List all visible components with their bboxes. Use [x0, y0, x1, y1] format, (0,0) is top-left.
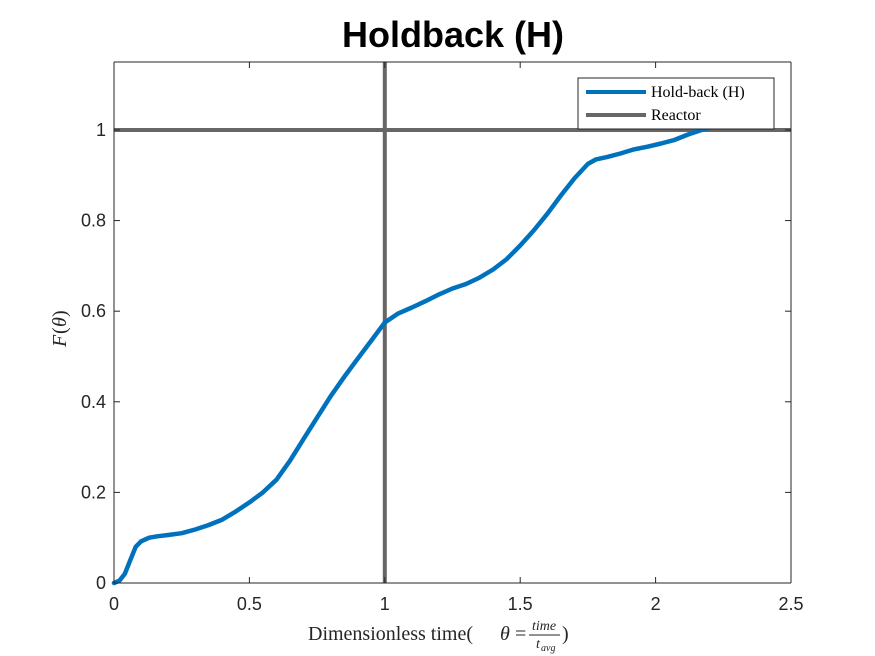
axes-frame	[113, 61, 792, 584]
legend-label-holdback: Hold-back (H)	[651, 84, 745, 101]
holdback-line	[111, 125, 713, 586]
legend: Hold-back (H) Reactor	[577, 77, 775, 130]
y-tick-label: 1	[96, 120, 106, 140]
plot-background	[114, 62, 791, 583]
y-axis-ticks: 0 0.2 0.4 0.6 0.8 1	[81, 120, 791, 593]
x-axis-label-prefix: Dimensionless time(	[308, 623, 473, 645]
x-axis-ticks: 0 0.5 1 1.5 2 2.5	[109, 62, 804, 614]
y-axis-label-func: F	[49, 334, 71, 348]
chart-title: Holdback (H)	[342, 14, 564, 55]
x-tick-label: 0	[109, 594, 119, 614]
y-tick-label: 0.4	[81, 392, 106, 412]
x-tick-label: 2.5	[778, 594, 803, 614]
x-axis-label-denominator: t	[536, 637, 541, 652]
y-tick-label: 0.2	[81, 482, 106, 502]
x-tick-label: 1	[380, 594, 390, 614]
x-tick-label: 2	[651, 594, 661, 614]
x-axis-label-suffix: )	[562, 623, 569, 645]
holdback-series	[111, 125, 713, 586]
y-tick-label: 0.6	[81, 301, 106, 321]
x-tick-label: 0.5	[237, 594, 262, 614]
y-tick-label: 0	[96, 573, 106, 593]
y-axis-label-open: (	[49, 327, 71, 334]
y-axis-label-close: )	[49, 310, 71, 317]
x-axis-label-theta: θ	[500, 623, 510, 645]
y-axis-label-theta: θ	[49, 317, 71, 327]
x-tick-label: 1.5	[508, 594, 533, 614]
x-axis-label-denominator-sub: avg	[541, 643, 555, 654]
legend-box	[577, 77, 775, 130]
x-axis-label-numerator: time	[532, 619, 556, 634]
x-axis-label: Dimensionless time( θ = time t avg )	[308, 619, 569, 654]
y-axis-label: F ( θ )	[49, 310, 71, 348]
x-axis-label-eq: =	[510, 623, 531, 645]
legend-label-reactor: Reactor	[651, 107, 701, 124]
y-tick-label: 0.8	[81, 211, 106, 231]
